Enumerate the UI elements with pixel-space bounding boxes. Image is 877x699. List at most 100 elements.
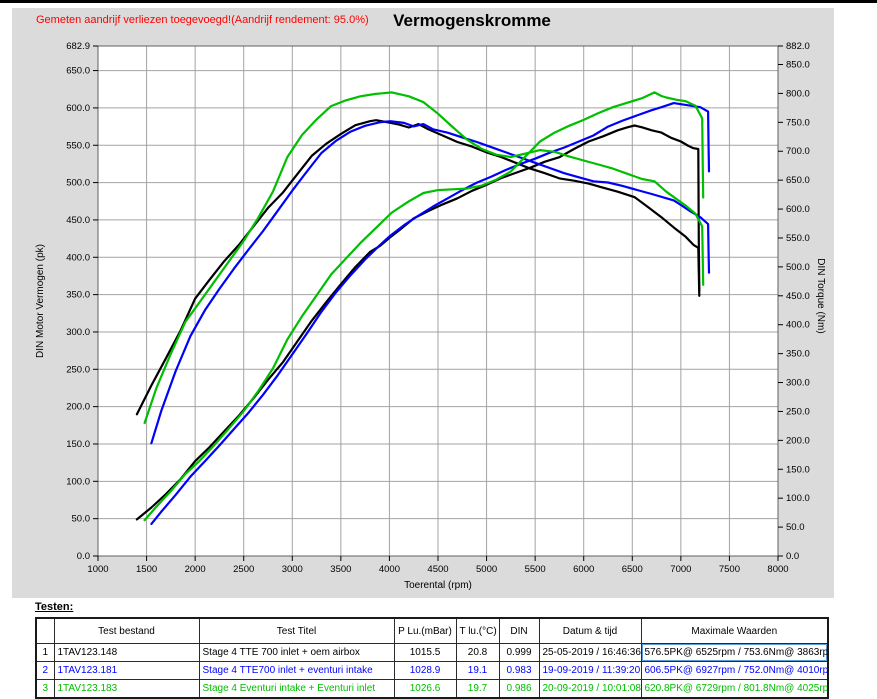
right-axis-tick-label: 550.0 — [786, 233, 810, 244]
header-test-bestand: Test bestand — [53, 617, 200, 644]
dyno-chart-svg: 682.9 650.0 600.0 550.0 500.0 450.0 400.0 350.0… — [35, 41, 826, 591]
x-axis-title: Toerental (rpm) — [404, 580, 472, 591]
table-row[interactable]: 2 1TAV123.181 Stage 4 TTE700 inlet + event… — [35, 661, 829, 680]
left-axis-tick-label: 650.0 — [66, 66, 90, 77]
cell-maximale-waarden: 606.5PK@ 6927rpm / 752.0Nm@ 4010rpm — [640, 661, 829, 680]
right-axis-tick-label: 200.0 — [786, 435, 810, 446]
x-axis-tick-label: 7500 — [719, 564, 740, 575]
right-axis-tick-label: 600.0 — [786, 204, 810, 215]
cell-maximale-waarden: 576.5PK@ 6525rpm / 753.6Nm@ 3863rpm — [640, 643, 829, 662]
left-axis-tick-label: 350.0 — [66, 290, 90, 301]
left-axis-tick-label: 150.0 — [66, 439, 90, 450]
power-curve-3 — [143, 91, 705, 522]
tests-table-body: 1 1TAV123.148 Stage 4 TTE 700 inlet + oem … — [35, 643, 829, 699]
header-datum-tijd: Datum & tijd — [538, 617, 642, 644]
x-axis-tick-label: 2000 — [185, 564, 206, 575]
x-axis-tick-label: 1500 — [136, 564, 157, 575]
left-axis-tick-label: 250.0 — [66, 364, 90, 375]
cell-din: 0.999 — [498, 643, 540, 662]
right-axis-tick-label: 250.0 — [786, 406, 810, 417]
right-axis-tick-label: 800.0 — [786, 88, 810, 99]
tests-table: Test bestand Test Titel P Lu.(mBar) T lu… — [35, 617, 829, 699]
cell-row-number: 3 — [35, 679, 55, 699]
right-axis-tick-label: 700.0 — [786, 146, 810, 157]
x-axis-tick-label: 6000 — [573, 564, 594, 575]
power-curve-2 — [150, 101, 711, 526]
x-axis-tick-label: 1000 — [87, 564, 108, 575]
left-axis-tick-label: 200.0 — [66, 402, 90, 413]
left-axis-tick-label: 500.0 — [66, 178, 90, 189]
top-border-line — [0, 0, 877, 3]
cell-p-lu: 1026.6 — [393, 679, 457, 699]
drivetrain-loss-annotation: Gemeten aandrijf verliezen toegevoegd!(A… — [36, 14, 369, 26]
header-p-lu: P Lu.(mBar) — [393, 617, 457, 644]
x-axis-tick-label: 6500 — [622, 564, 643, 575]
header-test-titel: Test Titel — [198, 617, 395, 644]
table-row[interactable]: 1 1TAV123.148 Stage 4 TTE 700 inlet + oem … — [35, 643, 829, 662]
left-axis-tick-label: 400.0 — [66, 252, 90, 263]
cell-test-bestand: 1TAV123.183 — [53, 679, 200, 699]
left-axis-tick-label: 550.0 — [66, 140, 90, 151]
right-axis-tick-label: 650.0 — [786, 175, 810, 186]
cell-p-lu: 1028.9 — [393, 661, 457, 680]
right-axis-tick-label: 882.0 — [786, 41, 810, 52]
torque-curve-3 — [143, 91, 705, 425]
x-axis-tick-label: 8000 — [767, 564, 788, 575]
cell-test-bestand: 1TAV123.181 — [53, 661, 200, 680]
tests-table-header-row: Test bestand Test Titel P Lu.(mBar) T lu… — [35, 617, 829, 644]
cell-t-lu: 19.7 — [455, 679, 500, 699]
cell-test-titel: Stage 4 TTE700 inlet + eventuri intake — [198, 661, 395, 680]
header-row-number — [35, 617, 55, 644]
left-axis-title: DIN Motor Vermogen (pk) — [35, 244, 46, 358]
left-axis-tick-label: 50.0 — [72, 514, 91, 525]
cell-din: 0.986 — [498, 679, 540, 699]
x-axis-tick-label: 3000 — [282, 564, 303, 575]
cell-row-number: 1 — [35, 643, 55, 662]
torque-curve-2 — [150, 120, 711, 445]
chart-panel: Gemeten aandrijf verliezen toegevoegd!(A… — [12, 8, 834, 598]
right-axis-tick-label: 300.0 — [786, 378, 810, 389]
tests-section-label: Testen: — [35, 601, 74, 613]
table-row[interactable]: 3 1TAV123.183 Stage 4 Eventuri intake + Ev… — [35, 679, 829, 699]
right-axis-tick-label: 100.0 — [786, 493, 810, 504]
cell-maximale-waarden: 620.8PK@ 6729rpm / 801.8Nm@ 4025rpm — [640, 679, 829, 699]
cell-test-titel: Stage 4 TTE 700 inlet + oem airbox — [198, 643, 395, 662]
right-axis-tick-label: 50.0 — [786, 522, 805, 533]
x-axis-tick-label: 3500 — [330, 564, 351, 575]
cell-p-lu: 1015.5 — [393, 643, 457, 662]
header-t-lu: T lu.(°C) — [455, 617, 500, 644]
cell-datum-tijd: 25-05-2019 / 16:46:36 — [538, 643, 642, 662]
cell-test-bestand: 1TAV123.148 — [53, 643, 200, 662]
right-axis-title: DIN Torque (Nm) — [815, 258, 826, 333]
x-axis-tick-label: 4000 — [379, 564, 400, 575]
left-axis-tick-label: 0.0 — [77, 551, 90, 562]
right-axis-tick-label: 400.0 — [786, 320, 810, 331]
right-axis-tick-label: 500.0 — [786, 262, 810, 273]
chart-title: Vermogenskromme — [393, 11, 551, 30]
x-axis-tick-label: 5500 — [525, 564, 546, 575]
right-axis-tick-label: 0.0 — [786, 551, 799, 562]
left-axis-tick-label: 100.0 — [66, 476, 90, 487]
header-din: DIN — [498, 617, 540, 644]
left-axis-tick-label: 600.0 — [66, 103, 90, 114]
cell-test-titel: Stage 4 Eventuri intake + Eventuri inlet — [198, 679, 395, 699]
header-maximale-waarden: Maximale Waarden — [640, 617, 829, 644]
x-axis-tick-label: 5000 — [476, 564, 497, 575]
x-axis-tick-label: 2500 — [233, 564, 254, 575]
right-axis-tick-label: 350.0 — [786, 349, 810, 360]
left-axis-tick-label: 682.9 — [66, 41, 90, 52]
right-axis-tick-label: 450.0 — [786, 291, 810, 302]
cell-t-lu: 20.8 — [455, 643, 500, 662]
cell-datum-tijd: 19-09-2019 / 11:39:20 — [538, 661, 642, 680]
torque-curve-1 — [135, 119, 701, 416]
left-axis-tick-label: 300.0 — [66, 327, 90, 338]
cell-row-number: 2 — [35, 661, 55, 680]
cell-din: 0.983 — [498, 661, 540, 680]
x-axis-tick-label: 4500 — [427, 564, 448, 575]
right-axis-tick-label: 150.0 — [786, 464, 810, 475]
right-axis-tick-label: 850.0 — [786, 60, 810, 71]
x-axis-tick-label: 7000 — [670, 564, 691, 575]
right-axis-tick-label: 750.0 — [786, 117, 810, 128]
cell-datum-tijd: 20-09-2019 / 10:01:08 — [538, 679, 642, 699]
